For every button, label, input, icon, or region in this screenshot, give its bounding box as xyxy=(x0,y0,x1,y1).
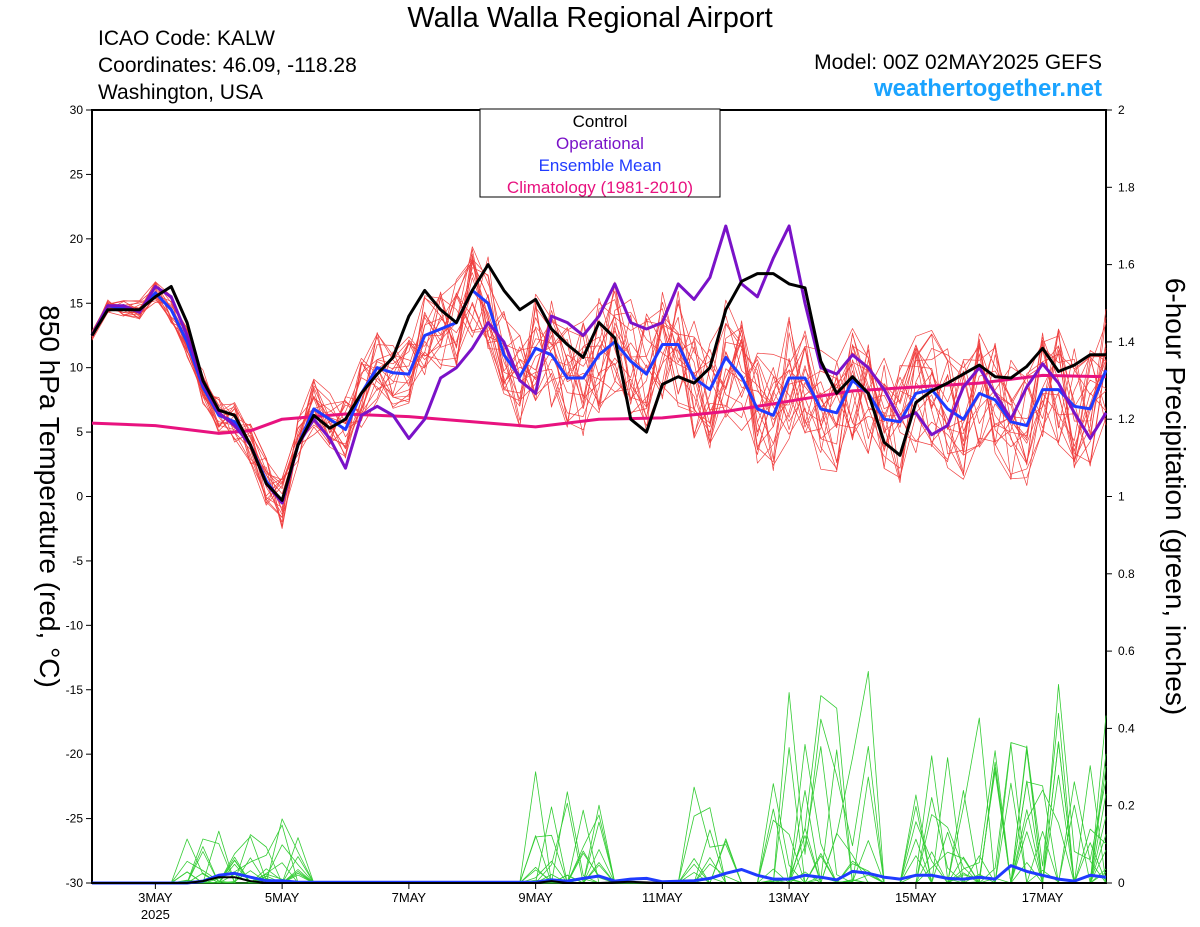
y-left-tick-label: -20 xyxy=(66,747,84,761)
y-right-tick-label: 1.8 xyxy=(1118,180,1135,194)
model-run: Model: 00Z 02MAY2025 GEFS xyxy=(814,51,1102,74)
site-credit[interactable]: weathertogether.net xyxy=(873,75,1102,102)
legend-item: Control xyxy=(573,112,628,131)
ensemble-member-line xyxy=(91,283,1107,504)
icao-code: ICAO Code: KALW xyxy=(98,27,276,50)
y-right-tick-label: 0.8 xyxy=(1118,567,1135,581)
plot-frame xyxy=(91,109,1107,884)
chart-title: Walla Walla Regional Airport xyxy=(407,2,773,34)
x-tick-label: 15MAY xyxy=(895,890,937,905)
y-right-tick-label: 0.4 xyxy=(1118,721,1135,735)
legend-box xyxy=(479,108,721,198)
ensemble-member-line xyxy=(91,277,1107,518)
y-right-tick-label: 1.2 xyxy=(1118,412,1135,426)
legend-item: Ensemble Mean xyxy=(539,156,662,175)
legend: Control Operational Ensemble Mean Climatolo… xyxy=(479,108,721,198)
y-left-tick-label: 0 xyxy=(76,490,83,504)
x-tick-label: 13MAY xyxy=(768,890,810,905)
x-tick-label: 7MAY xyxy=(392,890,427,905)
y-left-tick-label: -25 xyxy=(66,812,84,826)
y-left-tick-label: 5 xyxy=(76,425,83,439)
coordinates: Coordinates: 46.09, -118.28 xyxy=(98,54,357,77)
y-left-tick-label: -15 xyxy=(66,683,84,697)
climatology-line xyxy=(91,373,1107,435)
y-left-tick-label: 25 xyxy=(70,167,84,181)
y-right-tick-label: 1.6 xyxy=(1118,258,1135,272)
y-left-tick-label: -10 xyxy=(66,618,84,632)
x-tick-label: 17MAY xyxy=(1022,890,1064,905)
y-right-tick-label: 0.2 xyxy=(1118,799,1135,813)
legend-item: Operational xyxy=(556,134,644,153)
y-left-tick-label: 30 xyxy=(70,103,84,117)
y-right-tick-label: 0 xyxy=(1118,876,1125,890)
ensemble-precip-line xyxy=(92,712,1107,884)
y-left-tick-label: 20 xyxy=(70,232,84,246)
mean-precip-line xyxy=(92,864,1107,885)
x-tick-label: 5MAY xyxy=(265,890,300,905)
y-right-tick-label: 2 xyxy=(1118,103,1125,117)
legend-item: Climatology (1981-2010) xyxy=(507,178,693,197)
x-tick-label: 9MAY xyxy=(518,890,553,905)
control-line xyxy=(90,263,1106,502)
ensemble-member-line xyxy=(91,246,1107,528)
ensemble-member-line xyxy=(91,248,1107,484)
y-right-tick-label: 1 xyxy=(1118,490,1125,504)
y-left-tick-label: -5 xyxy=(72,554,83,568)
ensemble-member-line xyxy=(91,293,1107,513)
x-tick-sublabel: 2025 xyxy=(141,907,170,922)
location-region: Washington, USA xyxy=(98,81,263,104)
ensemble-member-line xyxy=(91,292,1107,495)
x-tick-label: 3MAY xyxy=(138,890,173,905)
y-left-tick-label: 10 xyxy=(70,361,84,375)
y-right-tick-label: 1.4 xyxy=(1118,335,1135,349)
x-tick-label: 11MAY xyxy=(642,890,683,905)
y-left-tick-label: -30 xyxy=(66,876,84,890)
y-right-tick-label: 0.6 xyxy=(1118,644,1135,658)
y-right-axis-title: 6-hour Precipitation (green, inches) xyxy=(1160,278,1191,715)
y-left-axis-title: 850 hPa Temperature (red, °C) xyxy=(34,305,65,688)
ensemble-member-line xyxy=(91,290,1107,485)
y-left-tick-label: 15 xyxy=(70,296,84,310)
